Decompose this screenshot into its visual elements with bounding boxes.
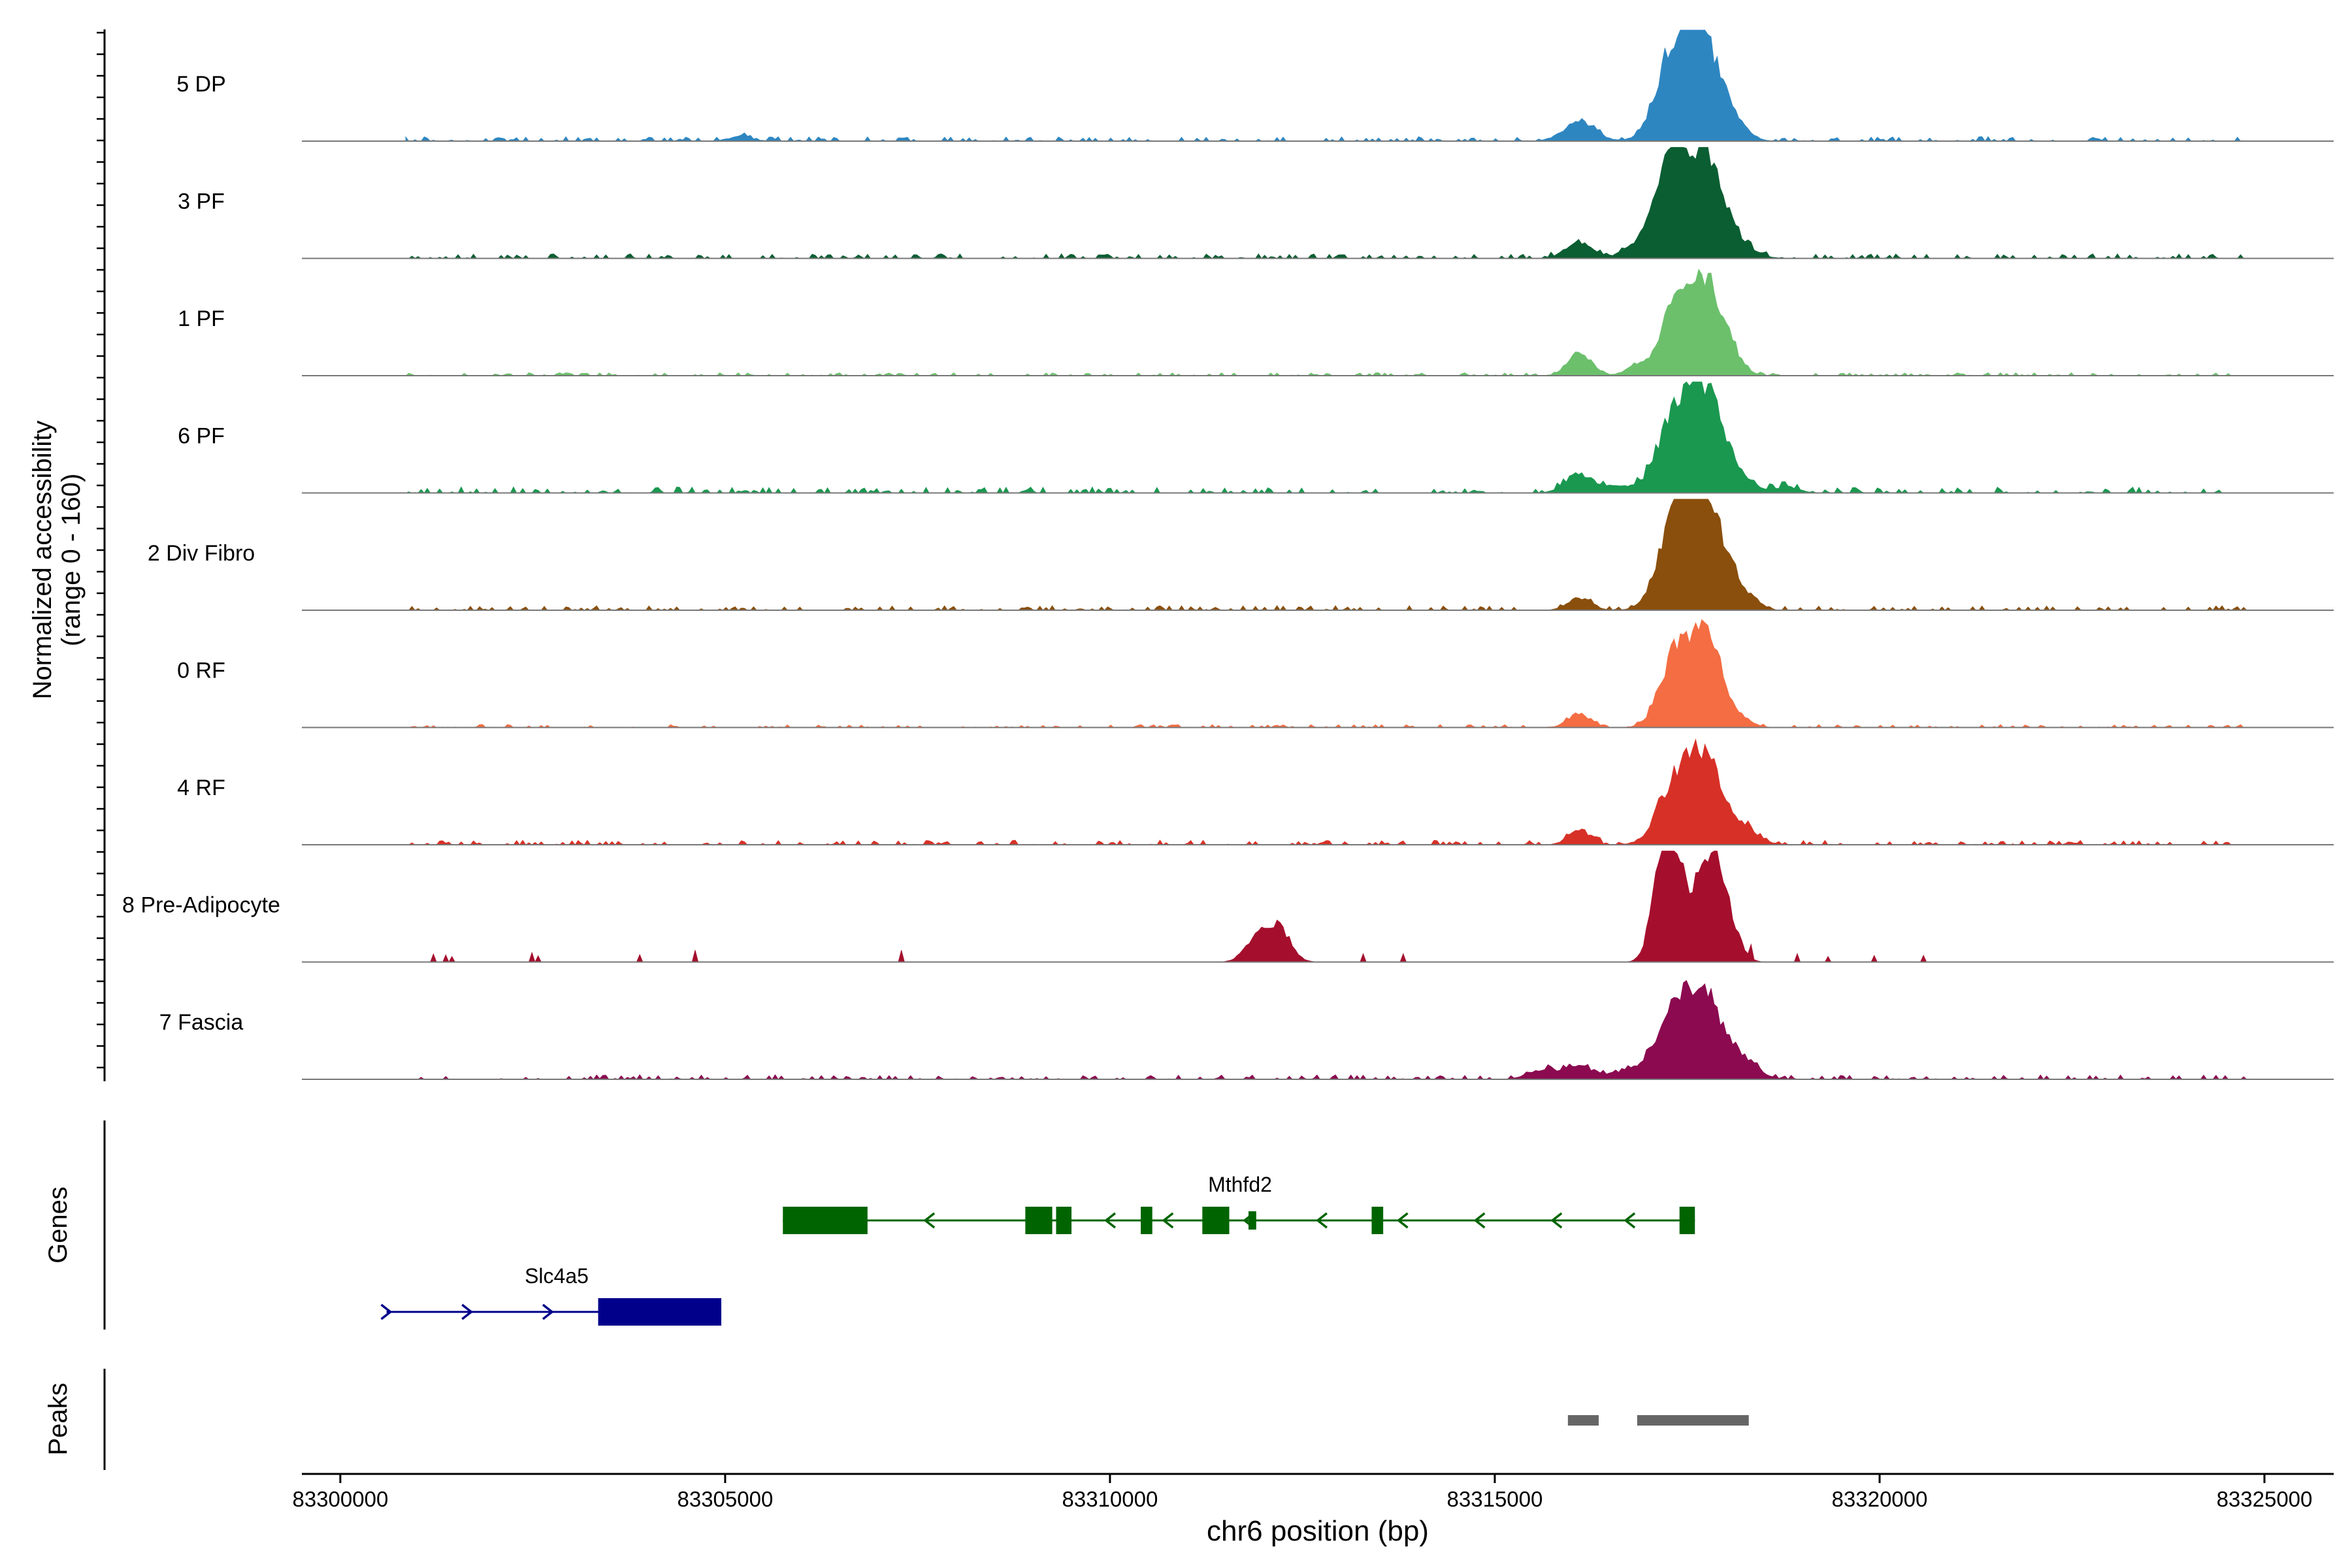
- y-axis-label: Normalized accessibility: [28, 421, 57, 700]
- strand-arrow: [461, 1303, 474, 1320]
- coverage-track: 3 PF: [178, 147, 2334, 259]
- strand-arrow: [1473, 1212, 1486, 1229]
- gene-exon: [598, 1298, 722, 1326]
- track-label: 4 RF: [177, 776, 225, 800]
- track-label: 7 Fascia: [159, 1010, 244, 1035]
- gene-annotations: Mthfd2 Slc4a5: [380, 1173, 1695, 1326]
- peak-region: [1567, 1415, 1599, 1426]
- coverage-y-ticks: [97, 31, 105, 1069]
- coverage-area: [406, 738, 2249, 845]
- strand-arrow: [1624, 1212, 1636, 1229]
- gene-exon: [1202, 1207, 1230, 1234]
- peaks-track-label: Peaks: [44, 1382, 73, 1455]
- gene-exon: [783, 1207, 868, 1234]
- strand-arrow: [1162, 1212, 1174, 1229]
- coverage-track: 0 RF: [177, 619, 2334, 728]
- strand-arrow: [380, 1303, 393, 1320]
- coverage-area: [406, 619, 2249, 728]
- x-axis-label: chr6 position (bp): [1207, 1515, 1429, 1547]
- peak-region: [1637, 1415, 1749, 1426]
- track-label: 5 DP: [176, 72, 226, 97]
- coverage-track: 2 Div Fibro: [148, 498, 2334, 611]
- gene-slc4a5: Slc4a5: [380, 1264, 722, 1326]
- track-label: 2 Div Fibro: [148, 541, 255, 566]
- gene-exon: [1248, 1211, 1256, 1230]
- x-tick-label: 83310000: [1062, 1487, 1158, 1511]
- gene-exon: [1025, 1207, 1053, 1234]
- strand-arrow: [923, 1212, 936, 1229]
- gene-label: Slc4a5: [525, 1264, 589, 1288]
- coverage-area: [406, 147, 2249, 259]
- strand-arrow: [1550, 1212, 1563, 1229]
- coverage-area: [406, 980, 2249, 1080]
- strand-arrow: [542, 1303, 554, 1320]
- track-label: 0 RF: [177, 659, 225, 683]
- coverage-area: [404, 269, 2249, 376]
- genes-track-label: Genes: [44, 1186, 73, 1264]
- y-axis-range-label: (range 0 - 160): [57, 474, 86, 647]
- coverage-area: [405, 29, 2249, 142]
- coverage-track: 7 Fascia: [159, 980, 2334, 1080]
- strand-arrow: [1316, 1212, 1328, 1229]
- gene-exon: [1371, 1207, 1384, 1234]
- track-label: 1 PF: [178, 306, 225, 331]
- strand-arrow: [1243, 1212, 1255, 1229]
- x-tick-label: 83300000: [292, 1487, 388, 1511]
- gene-label: Mthfd2: [1208, 1173, 1272, 1196]
- peak-regions: [1567, 1415, 1749, 1426]
- track-label: 3 PF: [178, 189, 225, 214]
- strand-arrow: [1396, 1212, 1409, 1229]
- coverage-area: [405, 381, 2249, 494]
- coverage-track: 6 PF: [178, 381, 2334, 494]
- gene-exon: [1679, 1207, 1695, 1234]
- gene-exon: [1056, 1207, 1072, 1234]
- coverage-track: 4 RF: [177, 738, 2334, 845]
- x-tick-label: 83325000: [2217, 1487, 2313, 1511]
- gene-mthfd2: Mthfd2: [783, 1173, 1695, 1234]
- x-tick-label: 83320000: [1832, 1487, 1928, 1511]
- track-label: 6 PF: [178, 424, 225, 449]
- x-axis-ticks: 83300000 83305000 83310000 83315000 83320000…: [292, 1474, 2312, 1511]
- coverage-area: [406, 498, 2249, 611]
- coverage-area: [406, 851, 2249, 963]
- coverage-track: 8 Pre-Adipocyte: [122, 851, 2334, 963]
- coverage-tracks: 5 DP 3 PF 1 PF 6 PF 2 Div Fibro 0 RF 4 RF 8 Pre…: [122, 29, 2334, 1080]
- coverage-track: 5 DP: [176, 29, 2334, 142]
- x-tick-label: 83315000: [1447, 1487, 1543, 1511]
- gene-exon: [1141, 1207, 1152, 1234]
- strand-arrow: [1104, 1212, 1117, 1229]
- x-tick-label: 83305000: [678, 1487, 774, 1511]
- coverage-track: 1 PF: [178, 269, 2334, 376]
- track-label: 8 Pre-Adipocyte: [122, 893, 280, 918]
